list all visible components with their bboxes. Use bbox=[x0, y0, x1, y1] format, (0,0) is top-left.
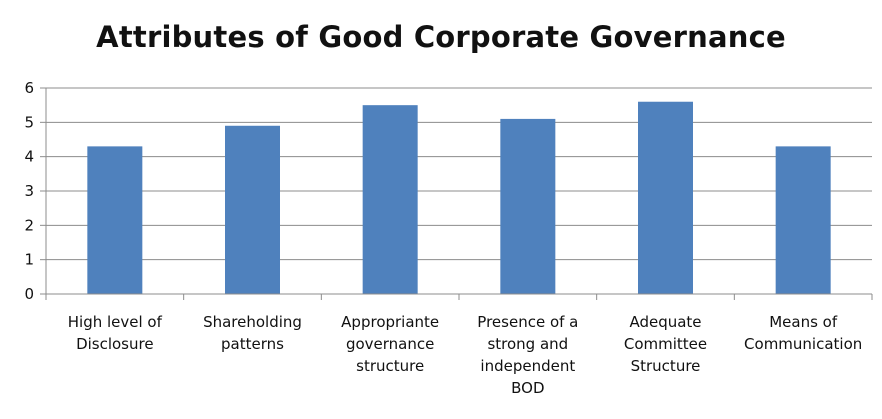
bar-2 bbox=[362, 105, 418, 295]
x-category-label: Adequate Committee Structure bbox=[624, 313, 707, 375]
bar-5 bbox=[775, 146, 831, 294]
x-category-label-line: Disclosure bbox=[76, 335, 154, 353]
x-category-label-line: Appropriante bbox=[341, 313, 439, 331]
x-category-label-line: High level of bbox=[68, 313, 163, 331]
x-category-label-line: governance bbox=[346, 335, 434, 353]
y-tick-label: 3 bbox=[24, 182, 34, 200]
bars bbox=[87, 101, 831, 295]
y-tick-label: 0 bbox=[24, 285, 34, 303]
y-tick-label: 5 bbox=[24, 113, 34, 131]
bar-0 bbox=[87, 146, 143, 294]
y-tick-label: 2 bbox=[24, 216, 34, 234]
x-category-label: Presence of a strong and independent BOD bbox=[477, 313, 578, 397]
x-category-labels: High level of Disclosure Shareholding patte… bbox=[68, 313, 863, 397]
x-category-label-line: Structure bbox=[631, 357, 701, 375]
x-category-label-line: Presence of a bbox=[477, 313, 578, 331]
x-category-label: Means of Communication bbox=[744, 313, 862, 353]
x-category-label-line: Means of bbox=[769, 313, 838, 331]
gridlines bbox=[46, 87, 872, 261]
x-category-label-line: Committee bbox=[624, 335, 707, 353]
chart-title: Attributes of Good Corporate Governance bbox=[96, 20, 786, 54]
x-category-label-line: independent bbox=[480, 357, 575, 375]
y-tick-label: 1 bbox=[24, 251, 34, 269]
axes bbox=[40, 87, 873, 300]
bar-4 bbox=[638, 101, 693, 294]
bar-3 bbox=[500, 118, 556, 295]
y-tick-labels: 0 1 2 3 4 5 6 bbox=[24, 79, 34, 303]
x-category-label-line: Adequate bbox=[629, 313, 701, 331]
bar-1 bbox=[225, 125, 280, 295]
y-tick-label: 6 bbox=[24, 79, 34, 97]
x-category-label-line: Shareholding bbox=[203, 313, 302, 331]
x-category-label-line: Communication bbox=[744, 335, 862, 353]
x-category-label-line: strong and bbox=[487, 335, 568, 353]
x-category-label: Appropriante governance structure bbox=[341, 313, 439, 375]
x-category-label: Shareholding patterns bbox=[203, 313, 302, 353]
y-tick-label: 4 bbox=[24, 148, 34, 166]
x-category-label-line: patterns bbox=[221, 335, 284, 353]
x-category-label-line: structure bbox=[356, 357, 424, 375]
x-category-label-line: BOD bbox=[511, 379, 544, 397]
x-category-label: High level of Disclosure bbox=[68, 313, 163, 353]
